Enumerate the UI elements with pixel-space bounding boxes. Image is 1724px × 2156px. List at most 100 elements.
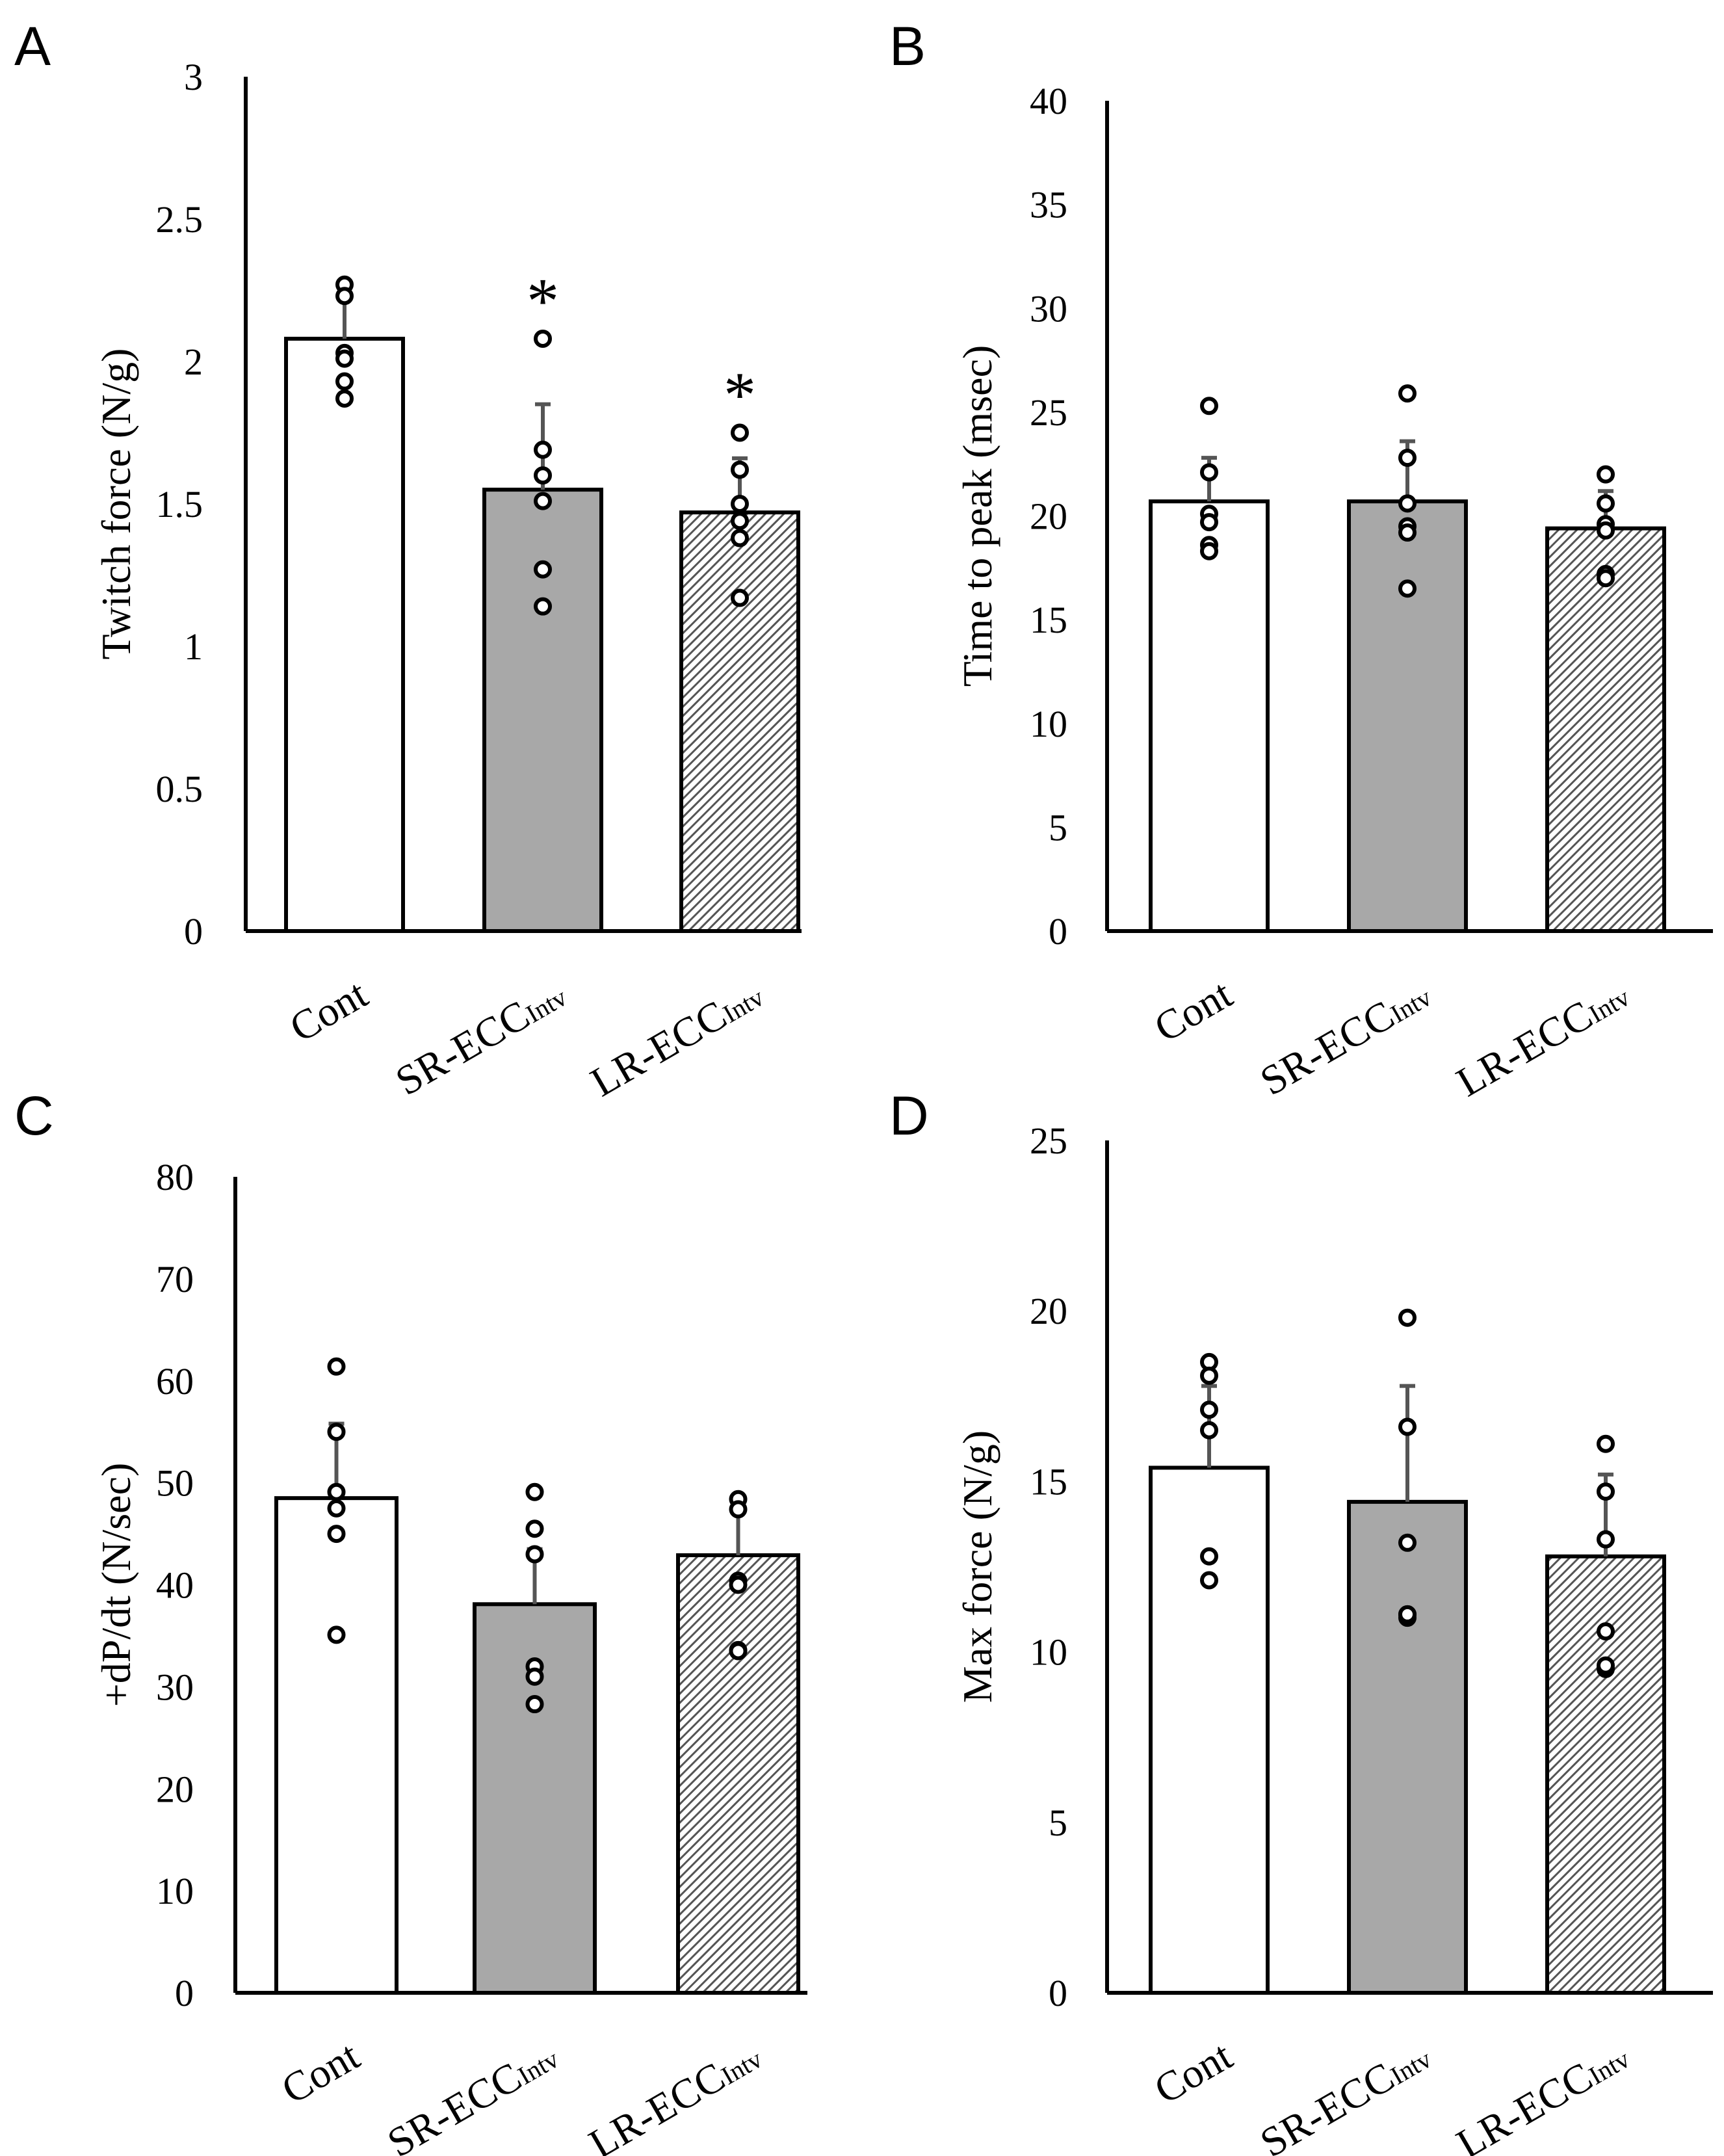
y-axis-label: Time to peak (msec) xyxy=(954,345,1000,687)
panel-a-plot: 0 0.5 1 1.5 2 2.5 3 Twitch force (N/g) Cont * SR-E… xyxy=(93,56,802,1105)
y-tick-label: 40 xyxy=(1030,80,1067,122)
category-label: Cont xyxy=(1147,971,1240,1051)
y-tick-label: 30 xyxy=(156,1666,194,1708)
data-point xyxy=(1398,1417,1417,1436)
data-point xyxy=(534,560,552,579)
category-label-main: LR-ECC xyxy=(581,2053,733,2156)
bar xyxy=(1545,1554,1666,1995)
data-point xyxy=(327,1525,346,1544)
y-tick-label: 50 xyxy=(156,1462,194,1505)
category-label-main: Cont xyxy=(1147,2032,1240,2113)
category-label: SR-ECCIntv xyxy=(388,971,573,1105)
data-point xyxy=(1597,521,1615,540)
y-tick-label: 60 xyxy=(156,1360,194,1402)
data-point xyxy=(1597,1530,1615,1549)
y-tick-label: 15 xyxy=(1030,599,1067,641)
data-point xyxy=(1200,542,1218,560)
bar xyxy=(274,1496,398,1995)
data-point xyxy=(525,1519,544,1538)
category-label-main: SR-ECC xyxy=(1253,992,1402,1105)
data-point xyxy=(1597,465,1615,484)
y-axis-label: +dP/dt (N/sec) xyxy=(93,1463,139,1707)
bar-group: SR-ECCIntv xyxy=(1253,384,1468,1105)
category-label: LR-ECCIntv xyxy=(581,2032,768,2156)
data-point xyxy=(1597,1656,1615,1675)
data-point xyxy=(1200,1366,1218,1385)
y-tick-label: 80 xyxy=(156,1156,194,1198)
category-label: LR-ECCIntv xyxy=(583,971,770,1105)
bar-group: Cont xyxy=(282,275,405,1051)
data-point xyxy=(1200,463,1218,482)
y-tick-label: 1 xyxy=(184,625,203,668)
data-point xyxy=(1398,523,1417,542)
data-point xyxy=(731,495,749,513)
panel-d: D 0 5 10 15 20 25 Max force (N/g) Cont SR-ECCInt… xyxy=(889,1085,1713,2156)
data-point xyxy=(729,1575,748,1594)
data-point xyxy=(327,1357,346,1376)
data-point xyxy=(525,1667,544,1686)
data-point xyxy=(1398,1308,1417,1327)
data-point xyxy=(1200,1571,1218,1590)
bar xyxy=(1149,1466,1270,1995)
y-tick-label: 2.5 xyxy=(156,198,203,241)
category-label: Cont xyxy=(1147,2032,1240,2113)
bar xyxy=(679,510,800,933)
category-label-main: SR-ECC xyxy=(1253,2053,1402,2156)
data-point xyxy=(1200,1547,1218,1566)
y-tick-label: 0 xyxy=(1049,1972,1067,2014)
panel-a: A 0 0.5 1 1.5 2 2.5 3 Twitch force (N/g) Cont * SR… xyxy=(14,16,802,1105)
data-point xyxy=(1597,494,1615,513)
data-point xyxy=(327,1482,346,1501)
panel-c-label: C xyxy=(14,1085,54,1146)
bar xyxy=(1545,526,1666,933)
y-tick-label: 10 xyxy=(1030,1631,1067,1674)
data-point xyxy=(534,492,552,510)
y-tick-label: 70 xyxy=(156,1258,194,1300)
data-point xyxy=(1200,1421,1218,1440)
significance-marker: * xyxy=(724,359,756,431)
category-label: SR-ECCIntv xyxy=(1253,2032,1438,2156)
data-point xyxy=(534,329,552,348)
data-point xyxy=(1398,384,1417,403)
data-point xyxy=(335,349,354,368)
data-point xyxy=(534,440,552,459)
category-label-main: SR-ECC xyxy=(380,2053,529,2156)
category-label-main: LR-ECC xyxy=(1449,992,1600,1105)
data-point xyxy=(1597,1434,1615,1453)
category-label-main: SR-ECC xyxy=(388,992,538,1105)
data-point xyxy=(335,372,354,391)
bar xyxy=(284,336,405,933)
data-point xyxy=(1597,569,1615,588)
data-point xyxy=(525,1482,544,1501)
data-point xyxy=(729,1500,748,1519)
data-point xyxy=(534,597,552,616)
y-tick-label: 30 xyxy=(1030,287,1067,330)
panel-c-plot: 0 10 20 30 40 50 60 70 80 +dP/dt (N/sec) Cont SR-EC… xyxy=(93,1156,807,2156)
bar-group: * LR-ECCIntv xyxy=(583,359,800,1105)
data-point xyxy=(534,466,552,485)
bar-group: SR-ECCIntv xyxy=(380,1482,597,2156)
y-tick-label: 25 xyxy=(1030,391,1067,434)
data-point xyxy=(327,1423,346,1441)
y-tick-label: 10 xyxy=(1030,703,1067,745)
category-label-main: Cont xyxy=(274,2032,367,2113)
panel-b: B 0 5 10 15 20 25 30 35 40 Time to peak (msec) Con… xyxy=(889,16,1713,1105)
y-tick-label: 25 xyxy=(1030,1120,1067,1162)
data-point xyxy=(525,1695,544,1714)
bar-group: LR-ECCIntv xyxy=(1449,465,1666,1105)
data-point xyxy=(1597,1482,1615,1501)
y-tick-label: 0.5 xyxy=(156,768,203,810)
bar-group: LR-ECCIntv xyxy=(581,1490,800,2156)
bar xyxy=(482,488,603,933)
bar xyxy=(1347,1499,1468,1995)
data-point xyxy=(525,1545,544,1564)
data-point xyxy=(1200,397,1218,415)
bar-group: Cont xyxy=(1147,397,1270,1051)
data-point xyxy=(731,529,749,547)
y-tick-label: 5 xyxy=(1049,806,1067,848)
significance-marker: * xyxy=(527,265,559,337)
data-point xyxy=(731,512,749,531)
y-tick-label: 15 xyxy=(1030,1460,1067,1503)
panel-b-label: B xyxy=(889,16,926,77)
